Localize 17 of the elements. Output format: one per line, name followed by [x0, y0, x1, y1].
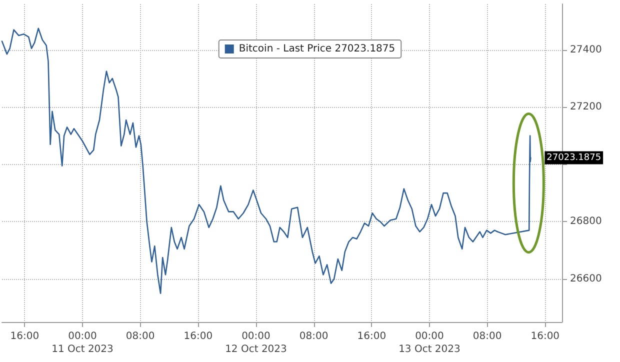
x-tick-label: 16:00 — [530, 331, 560, 342]
annotation: 27023.1875 — [546, 152, 602, 163]
x-tick-label: 08:00 — [299, 331, 328, 342]
x-tick-label: 00:00 11 Oct 2023 — [52, 331, 114, 355]
x-tick-label: 08:00 — [472, 331, 502, 342]
x-tick-label: 16:00 — [10, 331, 40, 342]
y-tick-label: 27400 — [570, 44, 602, 56]
y-tick-label: 26800 — [570, 216, 602, 228]
legend-label: Bitcoin - Last Price 27023.1875 — [238, 44, 396, 54]
y-tick-label: 26600 — [570, 274, 602, 285]
x-tick-label: 16:00 — [357, 331, 386, 342]
x-tick-label: 16:00 — [184, 331, 213, 342]
x-tick-label: 08:00 — [126, 331, 155, 342]
line-series — [1, 28, 532, 294]
y-tick-label: 27200 — [570, 102, 602, 113]
x-tick-label: 00:00 13 Oct 2023 — [398, 331, 460, 355]
x-tick-label: 00:00 12 Oct 2023 — [225, 331, 287, 355]
